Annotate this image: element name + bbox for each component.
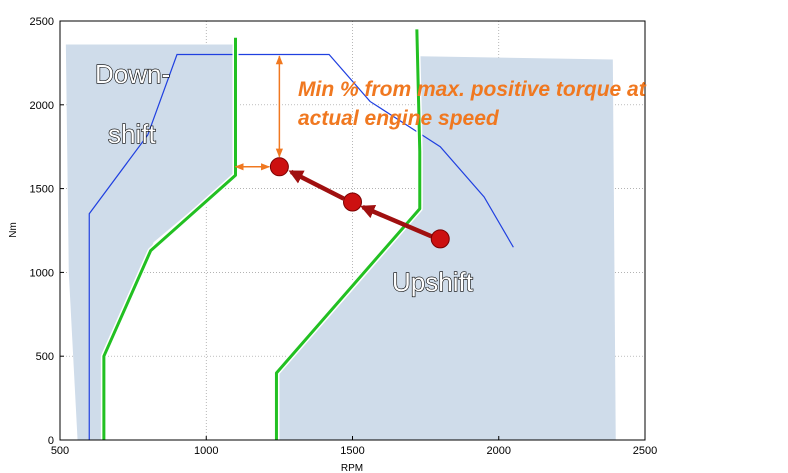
y-axis-label: Nm bbox=[8, 222, 19, 238]
downshift-label-line1: Down- bbox=[95, 59, 170, 89]
operating-point bbox=[343, 192, 362, 212]
downshift-region bbox=[65, 44, 236, 441]
x-tick-label: 2000 bbox=[487, 445, 511, 457]
x-tick-label: 1000 bbox=[194, 445, 218, 457]
shift-arrows bbox=[288, 169, 433, 239]
operating-points bbox=[269, 157, 450, 249]
y-tick-label: 0 bbox=[48, 435, 54, 447]
x-tick-label: 2500 bbox=[633, 445, 657, 457]
downshift-label-line2: shift bbox=[108, 119, 156, 149]
shift-regions bbox=[65, 44, 616, 441]
x-axis-label: RPM bbox=[341, 463, 363, 473]
min-torque-label-line1: Min % from max. positive torque at bbox=[298, 78, 647, 101]
downshift-line bbox=[102, 37, 237, 440]
operating-point bbox=[269, 157, 289, 177]
upshift-line bbox=[274, 29, 422, 440]
min-torque-label-line2: actual engine speed bbox=[298, 107, 500, 130]
y-tick-label: 2000 bbox=[30, 100, 54, 112]
operating-point bbox=[430, 229, 450, 249]
y-tick-label: 1000 bbox=[30, 267, 54, 279]
shift-arrow bbox=[360, 204, 433, 239]
x-tick-label: 1500 bbox=[340, 445, 364, 457]
y-tick-label: 500 bbox=[36, 351, 54, 363]
x-tick-label: 500 bbox=[51, 445, 69, 457]
y-tick-label: 1500 bbox=[30, 184, 54, 196]
orange-dimension-arrows bbox=[234, 55, 283, 171]
max-torque-curve bbox=[88, 53, 514, 440]
y-tick-label: 2500 bbox=[30, 16, 54, 28]
shift-arrow bbox=[288, 169, 345, 201]
upshift-label: Upshift bbox=[392, 267, 474, 297]
upshift-region bbox=[279, 56, 616, 441]
series-lines bbox=[88, 29, 514, 440]
